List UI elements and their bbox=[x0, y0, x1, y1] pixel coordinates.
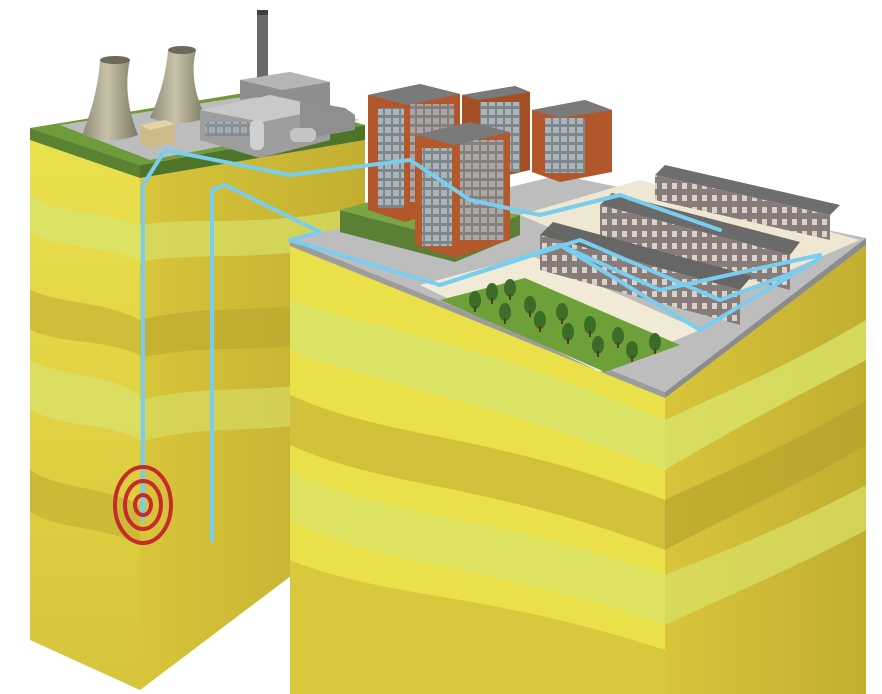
heat-source-rings-icon bbox=[113, 465, 174, 545]
right-stratum-band bbox=[290, 560, 665, 694]
city-surface-edge bbox=[290, 240, 665, 398]
production-well-pipe bbox=[141, 148, 167, 522]
cooling-tower-icon bbox=[150, 46, 206, 123]
boiler-tank bbox=[250, 120, 264, 150]
tree-icon bbox=[469, 291, 481, 312]
power-plant-annex bbox=[300, 100, 355, 138]
city-surface-edge bbox=[665, 238, 866, 398]
supply-pipe bbox=[163, 148, 412, 177]
chimney-icon bbox=[257, 10, 268, 105]
tree-icon bbox=[626, 341, 638, 362]
tree-icon bbox=[612, 327, 624, 348]
distribution-pipe bbox=[408, 158, 722, 232]
power-plant-roof bbox=[240, 72, 330, 90]
tree-icon bbox=[504, 279, 516, 300]
district-heating-pipes bbox=[141, 148, 822, 542]
right-ground-block bbox=[290, 175, 866, 694]
distribution-pipe bbox=[558, 243, 822, 292]
tree-icon bbox=[524, 296, 536, 317]
left-stratum-band bbox=[30, 470, 140, 545]
right-stratum-band bbox=[290, 300, 665, 470]
power-plant bbox=[82, 10, 355, 158]
left-stratum-band bbox=[30, 195, 140, 260]
tree-icon bbox=[584, 316, 596, 337]
tree-icon bbox=[556, 303, 568, 324]
left-stratum-band bbox=[30, 360, 140, 440]
park-lawn bbox=[440, 278, 680, 372]
tree-icon bbox=[592, 336, 604, 357]
tree-icon bbox=[534, 311, 546, 332]
distribution-pipe bbox=[558, 243, 822, 332]
park-trees bbox=[469, 279, 661, 362]
heat-source-core bbox=[140, 502, 146, 508]
distribution-pipe bbox=[438, 238, 802, 302]
office-tower bbox=[532, 100, 612, 182]
right-stratum-band bbox=[665, 320, 866, 470]
tree-icon bbox=[562, 323, 574, 344]
right-stratum-band bbox=[290, 395, 665, 550]
right-stratum-band bbox=[290, 470, 665, 625]
power-plant-roof bbox=[200, 95, 330, 122]
cooling-tower-icon bbox=[82, 56, 138, 140]
left-stratum-band bbox=[30, 290, 140, 355]
injection-well-pipe bbox=[210, 183, 227, 542]
power-plant-windows bbox=[205, 122, 260, 136]
tree-icon bbox=[486, 283, 498, 304]
right-stratum-band bbox=[665, 485, 866, 625]
tree-icon bbox=[499, 303, 511, 324]
office-tower bbox=[415, 122, 510, 258]
right-stratum-band bbox=[665, 400, 866, 550]
house-row bbox=[655, 165, 840, 240]
office-buildings bbox=[340, 84, 612, 262]
tree-icon bbox=[649, 333, 661, 354]
heat-exchanger-roof bbox=[140, 120, 175, 130]
left-block-top-edge bbox=[30, 128, 140, 178]
boiler-tank bbox=[290, 128, 316, 142]
